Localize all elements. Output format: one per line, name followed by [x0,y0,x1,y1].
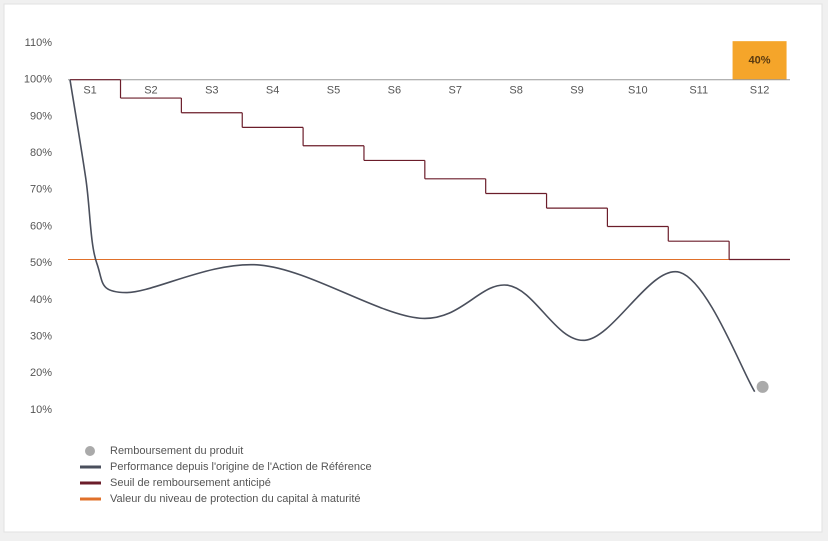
x-tick-label: S4 [266,85,279,97]
performance-line [69,79,756,393]
x-tick-label: S1 [83,85,96,97]
x-tick-label: S8 [509,85,522,97]
y-tick-label: 40% [30,294,52,306]
x-tick-label: S5 [327,85,340,97]
legend-label: Valeur du niveau de protection du capita… [110,493,361,505]
x-tick-label: S10 [628,85,648,97]
legend-label: Seuil de remboursement anticipé [110,477,271,489]
coupon-label: 40% [749,54,771,66]
redemption-dot [756,380,769,393]
x-tick-label: S6 [388,85,401,97]
y-tick-label: 100% [24,74,52,86]
legend-dot [85,446,95,456]
y-tick-label: 90% [30,110,52,122]
y-tick-label: 80% [30,147,52,159]
y-tick-label: 50% [30,257,52,269]
x-tick-label: S9 [570,85,583,97]
x-tick-label: S12 [750,85,770,97]
x-tick-label: S2 [144,85,157,97]
coupon-bar [732,41,787,80]
card [3,3,823,533]
legend-label: Remboursement du produit [110,445,243,457]
x-tick-label: S7 [449,85,462,97]
x-tick-label: S3 [205,85,218,97]
y-tick-label: 60% [30,220,52,232]
y-tick-label: 30% [30,331,52,343]
y-tick-label: 70% [30,184,52,196]
y-tick-label: 110% [25,37,53,49]
y-tick-label: 20% [30,367,52,379]
y-tick-label: 10% [30,404,52,416]
legend-label: Performance depuis l'origine de l'Action… [110,461,372,473]
x-tick-label: S11 [689,85,708,97]
